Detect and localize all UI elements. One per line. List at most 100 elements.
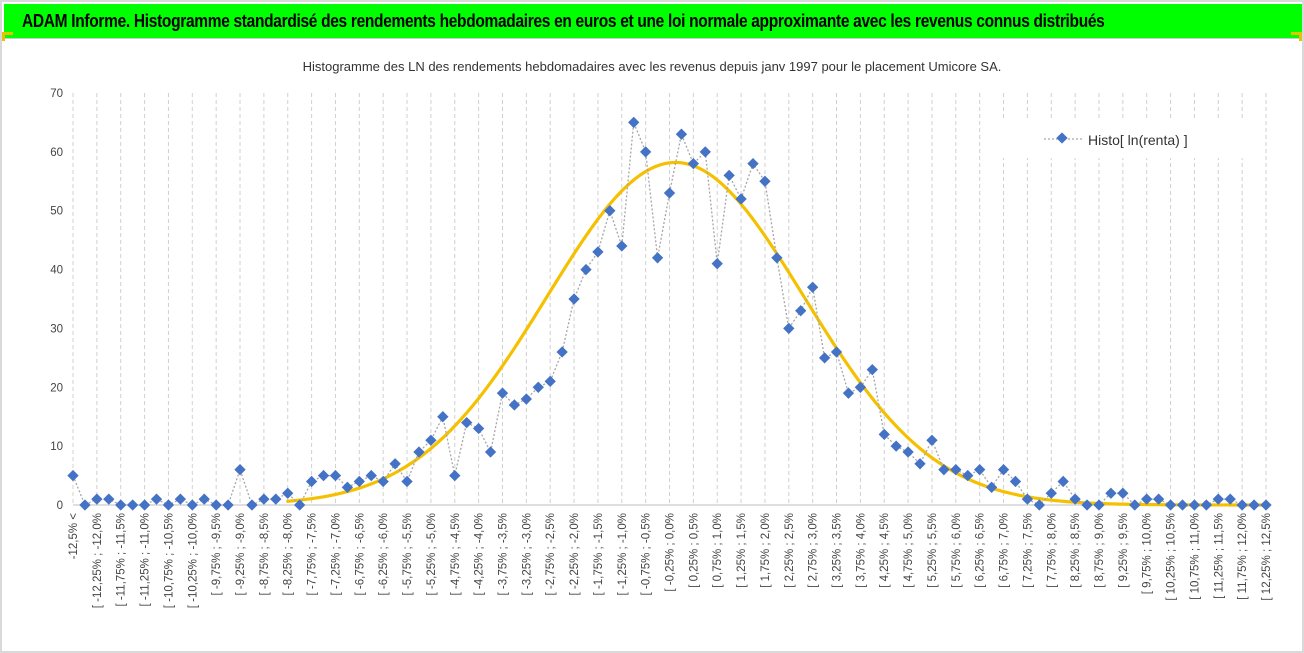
data-point-marker (91, 493, 103, 505)
x-tick-label: [ -5,75% ; -5,5% (402, 513, 414, 595)
normal-curve-line (286, 160, 1268, 507)
legend-diamond-icon (1056, 132, 1068, 144)
report-title: ADAM Informe. Histogramme standardisé de… (22, 10, 1105, 31)
data-point-marker (938, 464, 950, 476)
data-point-marker (711, 258, 723, 270)
data-point-marker (126, 499, 139, 511)
data-point-marker (974, 464, 986, 476)
x-tick-label: [ 3,75% ; 4,0% (855, 513, 867, 588)
x-tick-label: [ -7,75% ; -7,5% (307, 513, 319, 595)
data-point-marker (186, 499, 198, 511)
data-point-marker (783, 322, 795, 335)
data-point-marker (985, 481, 998, 493)
y-tick-label: 0 (57, 500, 63, 512)
data-point-marker (496, 387, 509, 399)
data-point-marker (592, 246, 604, 258)
x-tick-label: [ 1,25% ; 1,5% (736, 513, 748, 588)
data-point-marker (639, 146, 652, 158)
data-point-marker (294, 499, 306, 511)
data-point-marker (1021, 493, 1034, 505)
x-tick-label: [ -0,75% ; -0,5% (641, 513, 653, 595)
x-tick-label: [ 2,75% ; 3,0% (808, 513, 820, 588)
data-point-marker (544, 375, 556, 388)
data-point-marker (997, 464, 1010, 476)
data-point-marker (962, 469, 974, 482)
data-point-marker (246, 499, 258, 511)
data-point-marker (747, 157, 759, 170)
data-point-marker (210, 499, 222, 511)
data-point-marker (389, 458, 401, 470)
data-point-marker (1236, 499, 1248, 511)
x-tick-label: [ -0,25% ; 0,0% (665, 513, 677, 592)
data-point-marker (866, 363, 878, 376)
data-point-marker (1129, 499, 1141, 511)
data-point-marker (1200, 499, 1213, 511)
x-tick-label: [ -4,75% ; -4,5% (450, 513, 462, 595)
data-point-marker (472, 422, 485, 435)
x-tick-label: [ -12,25% ; -12,0% (92, 513, 104, 608)
x-tick-label: [ 6,25% ; 6,5% (975, 513, 987, 588)
data-point-marker (1248, 499, 1260, 511)
data-point-marker (258, 493, 270, 505)
x-tick-label: [ -9,75% ; -9,5% (211, 513, 223, 595)
x-tick-label: [ 10,75% ; 11,0% (1189, 513, 1201, 600)
x-tick-label: [ 1,75% ; 2,0% (760, 513, 772, 588)
data-point-marker (329, 469, 342, 482)
data-point-marker (604, 205, 616, 217)
data-point-marker (807, 281, 819, 293)
data-point-marker (854, 381, 867, 393)
data-point-marker (401, 475, 413, 488)
x-tick-label: [ -11,25% ; -11,0% (140, 513, 152, 607)
data-point-marker (628, 116, 640, 129)
x-tick-label: [ -2,75% ; -2,5% (545, 513, 557, 595)
y-axis: 0 10 20 30 40 50 60 70 (50, 88, 63, 512)
x-tick-label: [ 0,25% ; 0,5% (688, 513, 700, 588)
data-point-marker (1141, 493, 1153, 505)
data-point-marker (1117, 487, 1129, 499)
x-tick-label: [ 8,75% ; 9,0% (1094, 513, 1106, 588)
x-tick-label: [ 2,25% ; 2,5% (784, 513, 796, 588)
data-point-marker (1081, 499, 1093, 511)
data-point-marker (103, 493, 115, 505)
data-point-marker (771, 252, 783, 264)
data-point-marker (926, 434, 938, 446)
data-point-marker (1009, 475, 1022, 488)
legend-label: Histo[ ln(renta) ] (1088, 132, 1188, 148)
legend: Histo[ ln(renta) ] (1002, 120, 1248, 158)
x-axis: -12,5% < [ -12,25% ; -12,0% [ -11,75% ; -1… (68, 504, 1273, 608)
x-tick-label: [ -1,25% ; -1,0% (617, 513, 629, 595)
right-corner-mark (1291, 32, 1302, 41)
chart-title: Histogramme des LN des rendements hebdom… (303, 59, 1002, 74)
data-point-marker (162, 499, 175, 511)
normal-curve (286, 160, 1268, 507)
x-tick-label: [ -3,25% ; -3,0% (521, 513, 533, 595)
data-point-marker (1176, 499, 1189, 511)
data-point-marker (795, 305, 807, 317)
data-point-marker (520, 393, 532, 405)
y-tick-label: 70 (50, 88, 63, 100)
data-point-marker (437, 411, 449, 423)
x-tick-label: [ -2,25% ; -2,0% (569, 513, 581, 595)
data-point-marker (556, 346, 568, 358)
data-point-marker (282, 487, 294, 499)
data-point-marker (174, 493, 187, 505)
data-point-marker (842, 387, 855, 399)
data-point-marker (317, 469, 330, 482)
data-point-marker (425, 434, 437, 446)
report-banner: ADAM Informe. Histogramme standardisé de… (4, 4, 1302, 39)
x-tick-label: [ 12,25% ; 12,5% (1261, 513, 1273, 601)
x-tick-label: [ -3,75% ; -3,5% (497, 513, 509, 595)
data-point-marker (759, 175, 771, 187)
data-point-marker (115, 499, 127, 511)
data-point-marker (675, 128, 688, 140)
data-point-marker (890, 440, 902, 452)
grid-lines (72, 93, 1267, 505)
y-tick-label: 20 (50, 382, 63, 394)
histogram-series (67, 116, 1272, 511)
data-point-marker (461, 416, 473, 429)
data-point-marker (1212, 493, 1224, 505)
x-tick-label: [ -5,25% ; -5,0% (426, 513, 438, 595)
x-tick-label: [ 10,25% ; 10,5% (1166, 513, 1178, 601)
data-point-marker (914, 458, 926, 470)
data-point-marker (79, 499, 91, 511)
